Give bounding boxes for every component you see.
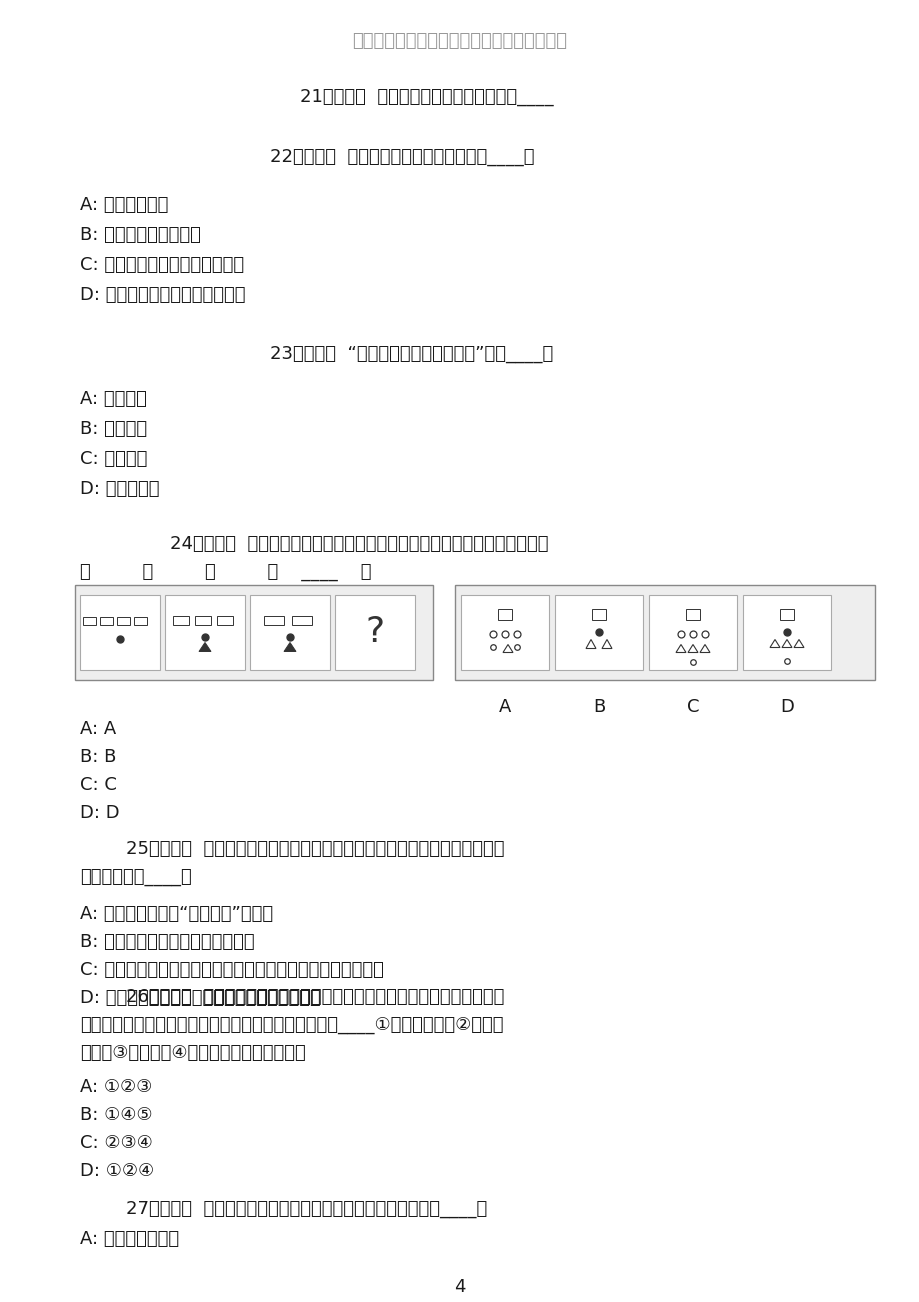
Bar bbox=[497, 608, 512, 620]
Polygon shape bbox=[199, 642, 210, 651]
Text: 22、单选题  有效制约和监督权力的关键是____。: 22、单选题 有效制约和监督权力的关键是____。 bbox=[269, 148, 534, 165]
Text: 律         性         的         是    ____    。: 律 性 的 是 ____ 。 bbox=[80, 562, 371, 581]
Bar bbox=[554, 595, 642, 671]
Text: ?: ? bbox=[365, 616, 384, 650]
Bar bbox=[291, 616, 312, 625]
Text: A: 这篇文章突破了“两个凡是”的束缚: A: 这篇文章突破了“两个凡是”的束缚 bbox=[80, 905, 273, 923]
Bar bbox=[75, 585, 433, 680]
Text: D: 《韩非子》: D: 《韩非子》 bbox=[80, 480, 159, 497]
Text: C: C: C: C bbox=[80, 776, 117, 794]
Bar bbox=[335, 595, 414, 671]
Text: D: 规范政府行为，打造法治政府: D: 规范政府行为，打造法治政府 bbox=[80, 286, 245, 303]
Text: A: A: A: A bbox=[80, 720, 116, 738]
Text: D: D bbox=[779, 698, 793, 716]
Polygon shape bbox=[284, 642, 296, 651]
Text: C: 《庄子》: C: 《庄子》 bbox=[80, 450, 147, 467]
Text: 由我国目前的实际条件所决定的。这里的实际条件是指____①社会经济制度②物质生: 由我国目前的实际条件所决定的。这里的实际条件是指____①社会经济制度②物质生 bbox=[80, 1016, 503, 1034]
Text: 27、单选题  人类社会文明发展、社会全面进步的小础和来源是____。: 27、单选题 人类社会文明发展、社会全面进步的小础和来源是____。 bbox=[80, 1200, 487, 1217]
Text: B: B bbox=[592, 698, 605, 716]
Bar bbox=[648, 595, 736, 671]
Bar bbox=[250, 595, 330, 671]
Text: D: D: D: D bbox=[80, 805, 119, 822]
Text: D: 这篇文章发表在中共十一届三中全会召开之后: D: 这篇文章发表在中共十一届三中全会召开之后 bbox=[80, 990, 321, 1006]
Text: B: 这篇文章发表在《人民日报》上: B: 这篇文章发表在《人民日报》上 bbox=[80, 934, 255, 950]
Bar bbox=[455, 585, 874, 680]
Text: 活条件③人口众多④选民的文化水平及其素质: 活条件③人口众多④选民的文化水平及其素质 bbox=[80, 1044, 305, 1062]
Text: 23、单选题  “吾生也有涯，而知也无涯”出自____。: 23、单选题 “吾生也有涯，而知也无涯”出自____。 bbox=[269, 345, 552, 363]
Text: 21、判断题  滇池是云南湖面最大的湖泊。____: 21、判断题 滇池是云南湖面最大的湖泊。____ bbox=[300, 89, 553, 105]
Bar bbox=[80, 595, 160, 671]
Text: D: ①②④: D: ①②④ bbox=[80, 1161, 154, 1180]
Text: B: ①④⑤: B: ①④⑤ bbox=[80, 1105, 153, 1124]
Text: 4: 4 bbox=[454, 1279, 465, 1295]
Text: C: 围绕这篇文章的讨论，成为中国共产党政治路线调整的先声: C: 围绕这篇文章的讨论，成为中国共产党政治路线调整的先声 bbox=[80, 961, 383, 979]
Bar bbox=[217, 616, 233, 625]
Text: 26、单选题  邓小平同志曾经指出，目前我们的选举还不是完全直接的，这是: 26、单选题 邓小平同志曾经指出，目前我们的选举还不是完全直接的，这是 bbox=[80, 988, 504, 1006]
Text: A: 限制政府权力: A: 限制政府权力 bbox=[80, 197, 168, 214]
Text: A: 人的价値的实现: A: 人的价値的实现 bbox=[80, 1230, 179, 1249]
Text: B: B: B: B bbox=[80, 749, 116, 766]
Bar bbox=[460, 595, 549, 671]
Text: A: A bbox=[498, 698, 511, 716]
Text: B: 发扬民主、健全法制: B: 发扬民主、健全法制 bbox=[80, 227, 200, 243]
Text: A: 《老子》: A: 《老子》 bbox=[80, 391, 147, 408]
Text: C: 健全权力运行制约和监督机制: C: 健全权力运行制约和监督机制 bbox=[80, 256, 244, 273]
Text: A: ①②③: A: ①②③ bbox=[80, 1078, 152, 1096]
Bar bbox=[591, 608, 606, 620]
Bar bbox=[117, 617, 130, 625]
Text: 说法正确的有____。: 说法正确的有____。 bbox=[80, 868, 191, 885]
Text: 青，取之于蓝而青于蓝；冰，水为之而寒于水: 青，取之于蓝而青于蓝；冰，水为之而寒于水 bbox=[352, 33, 567, 49]
Bar bbox=[779, 608, 793, 620]
Text: 24、单选题  下列四个选项中，选最合适的一个填入问号处，使之呈现一定规: 24、单选题 下列四个选项中，选最合适的一个填入问号处，使之呈现一定规 bbox=[170, 535, 548, 553]
Bar bbox=[100, 617, 113, 625]
Bar bbox=[173, 616, 188, 625]
Text: 25、多选题  关于《实践是检验真理的唯一标准》这篇特约评论员文章，下列: 25、多选题 关于《实践是检验真理的唯一标准》这篇特约评论员文章，下列 bbox=[80, 840, 504, 858]
Bar bbox=[743, 595, 830, 671]
Bar bbox=[165, 595, 244, 671]
Bar bbox=[134, 617, 147, 625]
Bar bbox=[83, 617, 96, 625]
Text: C: ②③④: C: ②③④ bbox=[80, 1134, 153, 1152]
Bar bbox=[195, 616, 210, 625]
Bar bbox=[686, 608, 699, 620]
Bar bbox=[264, 616, 284, 625]
Text: C: C bbox=[686, 698, 698, 716]
Text: B: 《孟子》: B: 《孟子》 bbox=[80, 421, 147, 437]
